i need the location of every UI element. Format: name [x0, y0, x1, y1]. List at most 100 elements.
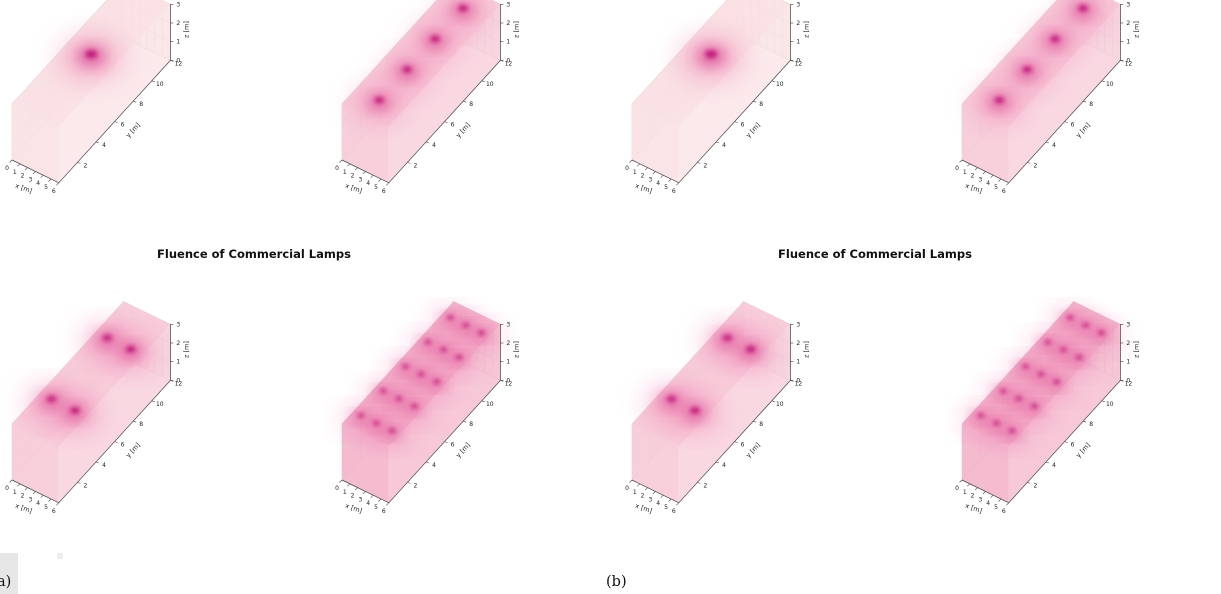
lamp-core: [1044, 339, 1052, 345]
y-tick-label: 10: [156, 401, 164, 408]
x-tick: [967, 163, 971, 167]
lamp-core: [999, 388, 1007, 394]
x-tick-label: 3: [648, 496, 652, 503]
z-axis-label: z [m]: [802, 21, 810, 38]
x-tick-label: 5: [994, 184, 998, 191]
x-tick: [637, 163, 641, 167]
volume-face-right: [58, 324, 171, 503]
lamp-core: [374, 96, 385, 104]
lamp-point: [442, 350, 476, 373]
lamp-point: [61, 38, 122, 79]
lamp-core: [1053, 379, 1061, 384]
lamp-core: [993, 420, 1000, 426]
lamp-core: [1031, 403, 1038, 409]
x-tick: [347, 483, 351, 487]
fluence-volume: [342, 0, 501, 183]
lamp-core: [1050, 35, 1060, 42]
volume-face-right: [58, 4, 171, 183]
y-tick-label: 2: [83, 162, 87, 169]
z-tick-label: 3: [176, 321, 180, 328]
x-tick-label: 1: [13, 169, 17, 176]
x-tick-label: 5: [664, 184, 668, 191]
y-tick-label: 10: [486, 81, 494, 88]
z-tick-label: 2: [176, 20, 180, 27]
z-tick-label: 2: [796, 340, 800, 347]
x-tick: [40, 494, 44, 498]
x-tick: [24, 487, 28, 491]
lamp-point: [1084, 325, 1118, 348]
x-tick-label: 6: [1002, 508, 1006, 515]
lamp-core: [1037, 371, 1045, 377]
y-tick-label: 10: [1106, 401, 1114, 408]
x-tick-label: 2: [971, 173, 975, 180]
y-axis-label: y [m]: [454, 121, 472, 139]
x-tick: [974, 167, 978, 171]
y-tick-label: 8: [759, 101, 763, 108]
y-tick: [463, 100, 467, 103]
lamp-core: [478, 330, 485, 335]
x-axis-label: x [m]: [14, 502, 33, 515]
y-tick: [1083, 100, 1087, 103]
y-tick: [444, 441, 448, 443]
y-tick-label: 10: [776, 401, 784, 408]
lamp-point: [1017, 399, 1051, 422]
y-axis-label: y [m]: [1074, 121, 1092, 139]
x-tick-label: 2: [21, 493, 25, 500]
x-tick-label: 1: [343, 169, 347, 176]
lamp-point: [375, 423, 409, 446]
x-tick-label: 2: [351, 493, 355, 500]
x-tick-label: 2: [641, 493, 645, 500]
volume-face-front: [962, 423, 1009, 503]
z-tick-label: 3: [506, 1, 510, 8]
y-tick: [1101, 80, 1105, 83]
volume-face-front: [632, 423, 679, 503]
lamp-core: [411, 403, 418, 409]
y-axis-label: y [m]: [744, 441, 762, 459]
x-tick-label: 0: [335, 485, 339, 492]
y-tick-label: 2: [1033, 162, 1037, 169]
lamp-core: [424, 339, 432, 345]
y-axis-label: y [m]: [454, 441, 472, 459]
z-tick-label: 0: [796, 57, 800, 64]
x-tick-label: 5: [44, 184, 48, 191]
z-tick-label: 1: [506, 359, 510, 366]
y-tick-label: 2: [413, 482, 417, 489]
y-axis-label: y [m]: [124, 441, 142, 459]
z-axis-label: z [m]: [802, 341, 810, 358]
x-tick: [998, 178, 1002, 182]
x-tick-label: 3: [358, 496, 362, 503]
x-tick: [370, 494, 374, 498]
volume-face-front: [12, 103, 59, 183]
x-tick-label: 4: [986, 180, 990, 187]
lamp-point: [411, 26, 460, 59]
z-tick-label: 0: [1126, 57, 1130, 64]
x-tick: [959, 159, 963, 163]
x-tick: [17, 483, 21, 487]
x-tick-label: 0: [625, 165, 629, 172]
x-tick: [56, 502, 60, 506]
lamp-core: [433, 379, 441, 384]
panel-label-a: a): [0, 574, 11, 590]
x-tick-label: 6: [52, 508, 56, 515]
y-tick: [407, 162, 411, 164]
y-tick: [95, 141, 100, 144]
y-tick-label: 12: [795, 380, 803, 387]
panel-a-dot: [57, 553, 63, 559]
y-tick-label: 12: [505, 60, 513, 67]
x-tick: [24, 167, 28, 171]
y-tick-label: 4: [102, 462, 106, 469]
x-tick: [347, 163, 351, 167]
z-tick-label: 0: [1126, 377, 1130, 384]
x-tick: [32, 491, 36, 495]
x-tick: [676, 182, 680, 186]
panel-label-b: (b): [606, 574, 627, 590]
y-tick-label: 2: [413, 162, 417, 169]
x-tick: [339, 159, 343, 163]
x-tick: [974, 487, 978, 491]
y-tick-label: 6: [121, 442, 125, 449]
y-tick: [715, 141, 720, 144]
y-tick: [1045, 141, 1050, 144]
x-tick: [982, 171, 986, 175]
